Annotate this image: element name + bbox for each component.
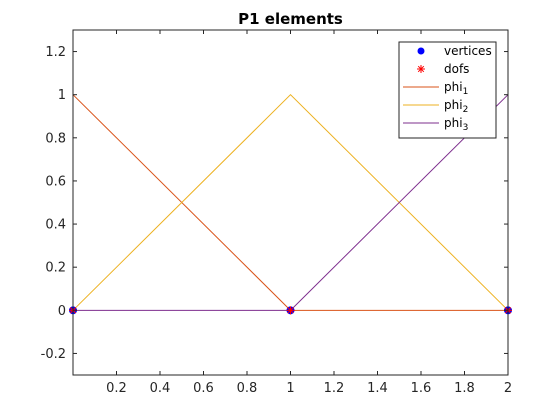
y-tick-label: 0.4 <box>45 218 66 233</box>
x-axis-ticks: 0.2 0.4 0.6 0.8 1 1.2 1.4 1.6 1.8 2 <box>106 30 512 396</box>
y-tick-label: 1 <box>58 88 66 103</box>
x-tick-label: 1.4 <box>367 381 388 396</box>
x-tick-label: 2 <box>504 381 512 396</box>
y-tick-label: 0.8 <box>45 131 66 146</box>
y-tick-label: 1.2 <box>45 45 66 60</box>
legend-marker-vertices <box>417 47 425 55</box>
legend-label: vertices <box>444 44 492 58</box>
legend-box <box>398 41 497 139</box>
y-tick-label: 0 <box>58 304 66 319</box>
x-tick-label: 1.6 <box>411 381 432 396</box>
x-tick-label: 0.6 <box>193 381 214 396</box>
x-tick-label: 0.2 <box>106 381 127 396</box>
chart-title: P1 elements <box>238 10 343 28</box>
x-tick-label: 1 <box>286 381 294 396</box>
x-tick-label: 0.4 <box>150 381 171 396</box>
legend-label: phi1 <box>444 80 468 97</box>
legend-label: phi2 <box>444 98 468 115</box>
legend-label: dofs <box>444 62 469 76</box>
y-axis-ticks: -0.2 0 0.2 0.4 0.6 0.8 1 1.2 <box>41 45 508 362</box>
series-line-phi2 <box>72 93 509 311</box>
y-tick-label: -0.2 <box>41 347 66 362</box>
x-tick-label: 1.2 <box>324 381 345 396</box>
y-tick-label: 0.6 <box>45 174 66 189</box>
x-tick-label: 1.8 <box>454 381 475 396</box>
dof-point <box>286 306 295 315</box>
legend-label: phi3 <box>444 116 468 133</box>
x-tick-label: 0.8 <box>237 381 258 396</box>
legend-marker-dofs <box>417 65 425 73</box>
y-tick-label: 0.2 <box>45 261 66 276</box>
